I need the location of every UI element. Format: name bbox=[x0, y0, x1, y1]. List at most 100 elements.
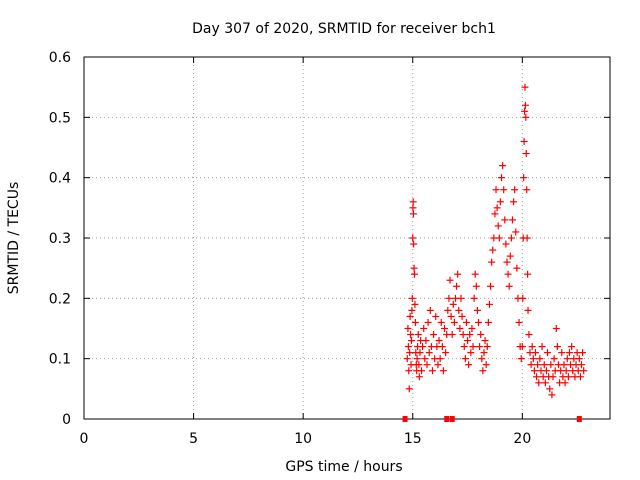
data-point bbox=[426, 306, 434, 314]
data-point bbox=[465, 361, 473, 369]
data-point bbox=[531, 349, 539, 357]
data-point bbox=[521, 107, 529, 115]
data-point bbox=[462, 318, 470, 326]
data-point bbox=[504, 270, 512, 278]
data-point bbox=[480, 349, 488, 357]
data-point bbox=[447, 312, 455, 320]
data-point bbox=[422, 337, 430, 345]
data-point bbox=[430, 331, 438, 339]
data-point bbox=[415, 373, 423, 381]
baseline-markers bbox=[402, 416, 582, 422]
y-tick-label: 0.4 bbox=[49, 171, 71, 187]
data-point bbox=[505, 282, 513, 290]
data-point bbox=[520, 174, 528, 182]
data-point bbox=[494, 222, 502, 230]
data-point bbox=[489, 246, 497, 254]
data-point bbox=[423, 361, 431, 369]
x-tick-label: 20 bbox=[513, 431, 531, 447]
data-point bbox=[472, 282, 480, 290]
data-point bbox=[501, 216, 509, 224]
data-point bbox=[528, 343, 536, 351]
baseline-marker bbox=[444, 416, 450, 422]
data-point bbox=[552, 325, 560, 332]
data-point bbox=[413, 355, 421, 363]
y-tick-label: 0 bbox=[62, 412, 71, 428]
data-point bbox=[498, 174, 506, 182]
data-point bbox=[415, 361, 423, 369]
data-point bbox=[446, 276, 454, 284]
x-axis-label: GPS time / hours bbox=[285, 459, 402, 475]
data-point bbox=[540, 361, 548, 369]
data-point bbox=[515, 318, 523, 326]
data-point bbox=[407, 337, 415, 345]
data-point bbox=[484, 318, 492, 326]
y-tick-label: 0.3 bbox=[49, 231, 71, 247]
x-tick-label: 0 bbox=[80, 431, 89, 447]
data-point bbox=[410, 264, 418, 272]
data-point bbox=[409, 198, 417, 206]
data-point bbox=[521, 83, 529, 91]
data-point bbox=[466, 331, 474, 339]
data-point bbox=[404, 343, 412, 351]
data-point bbox=[542, 367, 550, 375]
data-point bbox=[544, 349, 552, 357]
x-tick-label: 10 bbox=[294, 431, 312, 447]
data-point bbox=[507, 234, 515, 242]
data-point bbox=[477, 331, 485, 339]
data-point bbox=[444, 306, 452, 314]
data-point bbox=[500, 186, 508, 194]
data-point bbox=[467, 349, 475, 357]
data-point bbox=[461, 355, 469, 363]
data-point bbox=[524, 306, 532, 314]
y-axis-label: SRMTID / TECUs bbox=[6, 182, 22, 295]
data-point bbox=[535, 379, 543, 387]
data-point bbox=[464, 337, 472, 345]
y-tick-label: 0.1 bbox=[49, 352, 71, 368]
data-point bbox=[508, 216, 516, 224]
data-point bbox=[493, 204, 501, 212]
data-point bbox=[549, 373, 557, 381]
data-point bbox=[404, 325, 412, 332]
data-point bbox=[519, 294, 527, 302]
data-point bbox=[421, 355, 429, 363]
data-point bbox=[579, 349, 587, 357]
y-tick-label: 0.6 bbox=[49, 50, 71, 66]
data-point bbox=[523, 234, 531, 242]
data-point bbox=[525, 331, 533, 339]
baseline-marker bbox=[449, 416, 455, 422]
data-point bbox=[547, 361, 555, 369]
data-point bbox=[520, 137, 528, 145]
data-point bbox=[479, 367, 487, 375]
chart-title: Day 307 of 2020, SRMTID for receiver bch… bbox=[192, 21, 496, 37]
data-point bbox=[482, 361, 490, 369]
data-point bbox=[411, 270, 419, 278]
data-point bbox=[441, 325, 449, 332]
data-point bbox=[475, 318, 482, 326]
data-point bbox=[534, 361, 542, 369]
data-point bbox=[499, 162, 507, 170]
data-point bbox=[471, 270, 479, 278]
data-point bbox=[536, 355, 544, 363]
data-point bbox=[438, 343, 446, 351]
data-point bbox=[533, 373, 541, 381]
baseline-marker bbox=[402, 416, 408, 422]
data-point bbox=[522, 113, 530, 121]
data-point bbox=[406, 312, 414, 320]
data-point bbox=[405, 385, 413, 393]
data-point bbox=[439, 367, 447, 375]
data-point bbox=[425, 349, 433, 357]
data-point bbox=[478, 355, 486, 363]
data-point bbox=[414, 331, 422, 339]
data-point bbox=[538, 343, 546, 351]
data-point bbox=[420, 325, 428, 332]
data-point bbox=[470, 294, 478, 302]
data-point bbox=[560, 361, 568, 369]
data-point bbox=[562, 367, 570, 375]
y-axis-ticks: 0 0.1 0.2 0.3 0.4 0.5 0.6 bbox=[49, 50, 610, 428]
data-point bbox=[488, 258, 496, 266]
data-point bbox=[442, 349, 450, 357]
data-point bbox=[437, 318, 445, 326]
data-point bbox=[575, 355, 583, 363]
data-point bbox=[473, 306, 481, 314]
